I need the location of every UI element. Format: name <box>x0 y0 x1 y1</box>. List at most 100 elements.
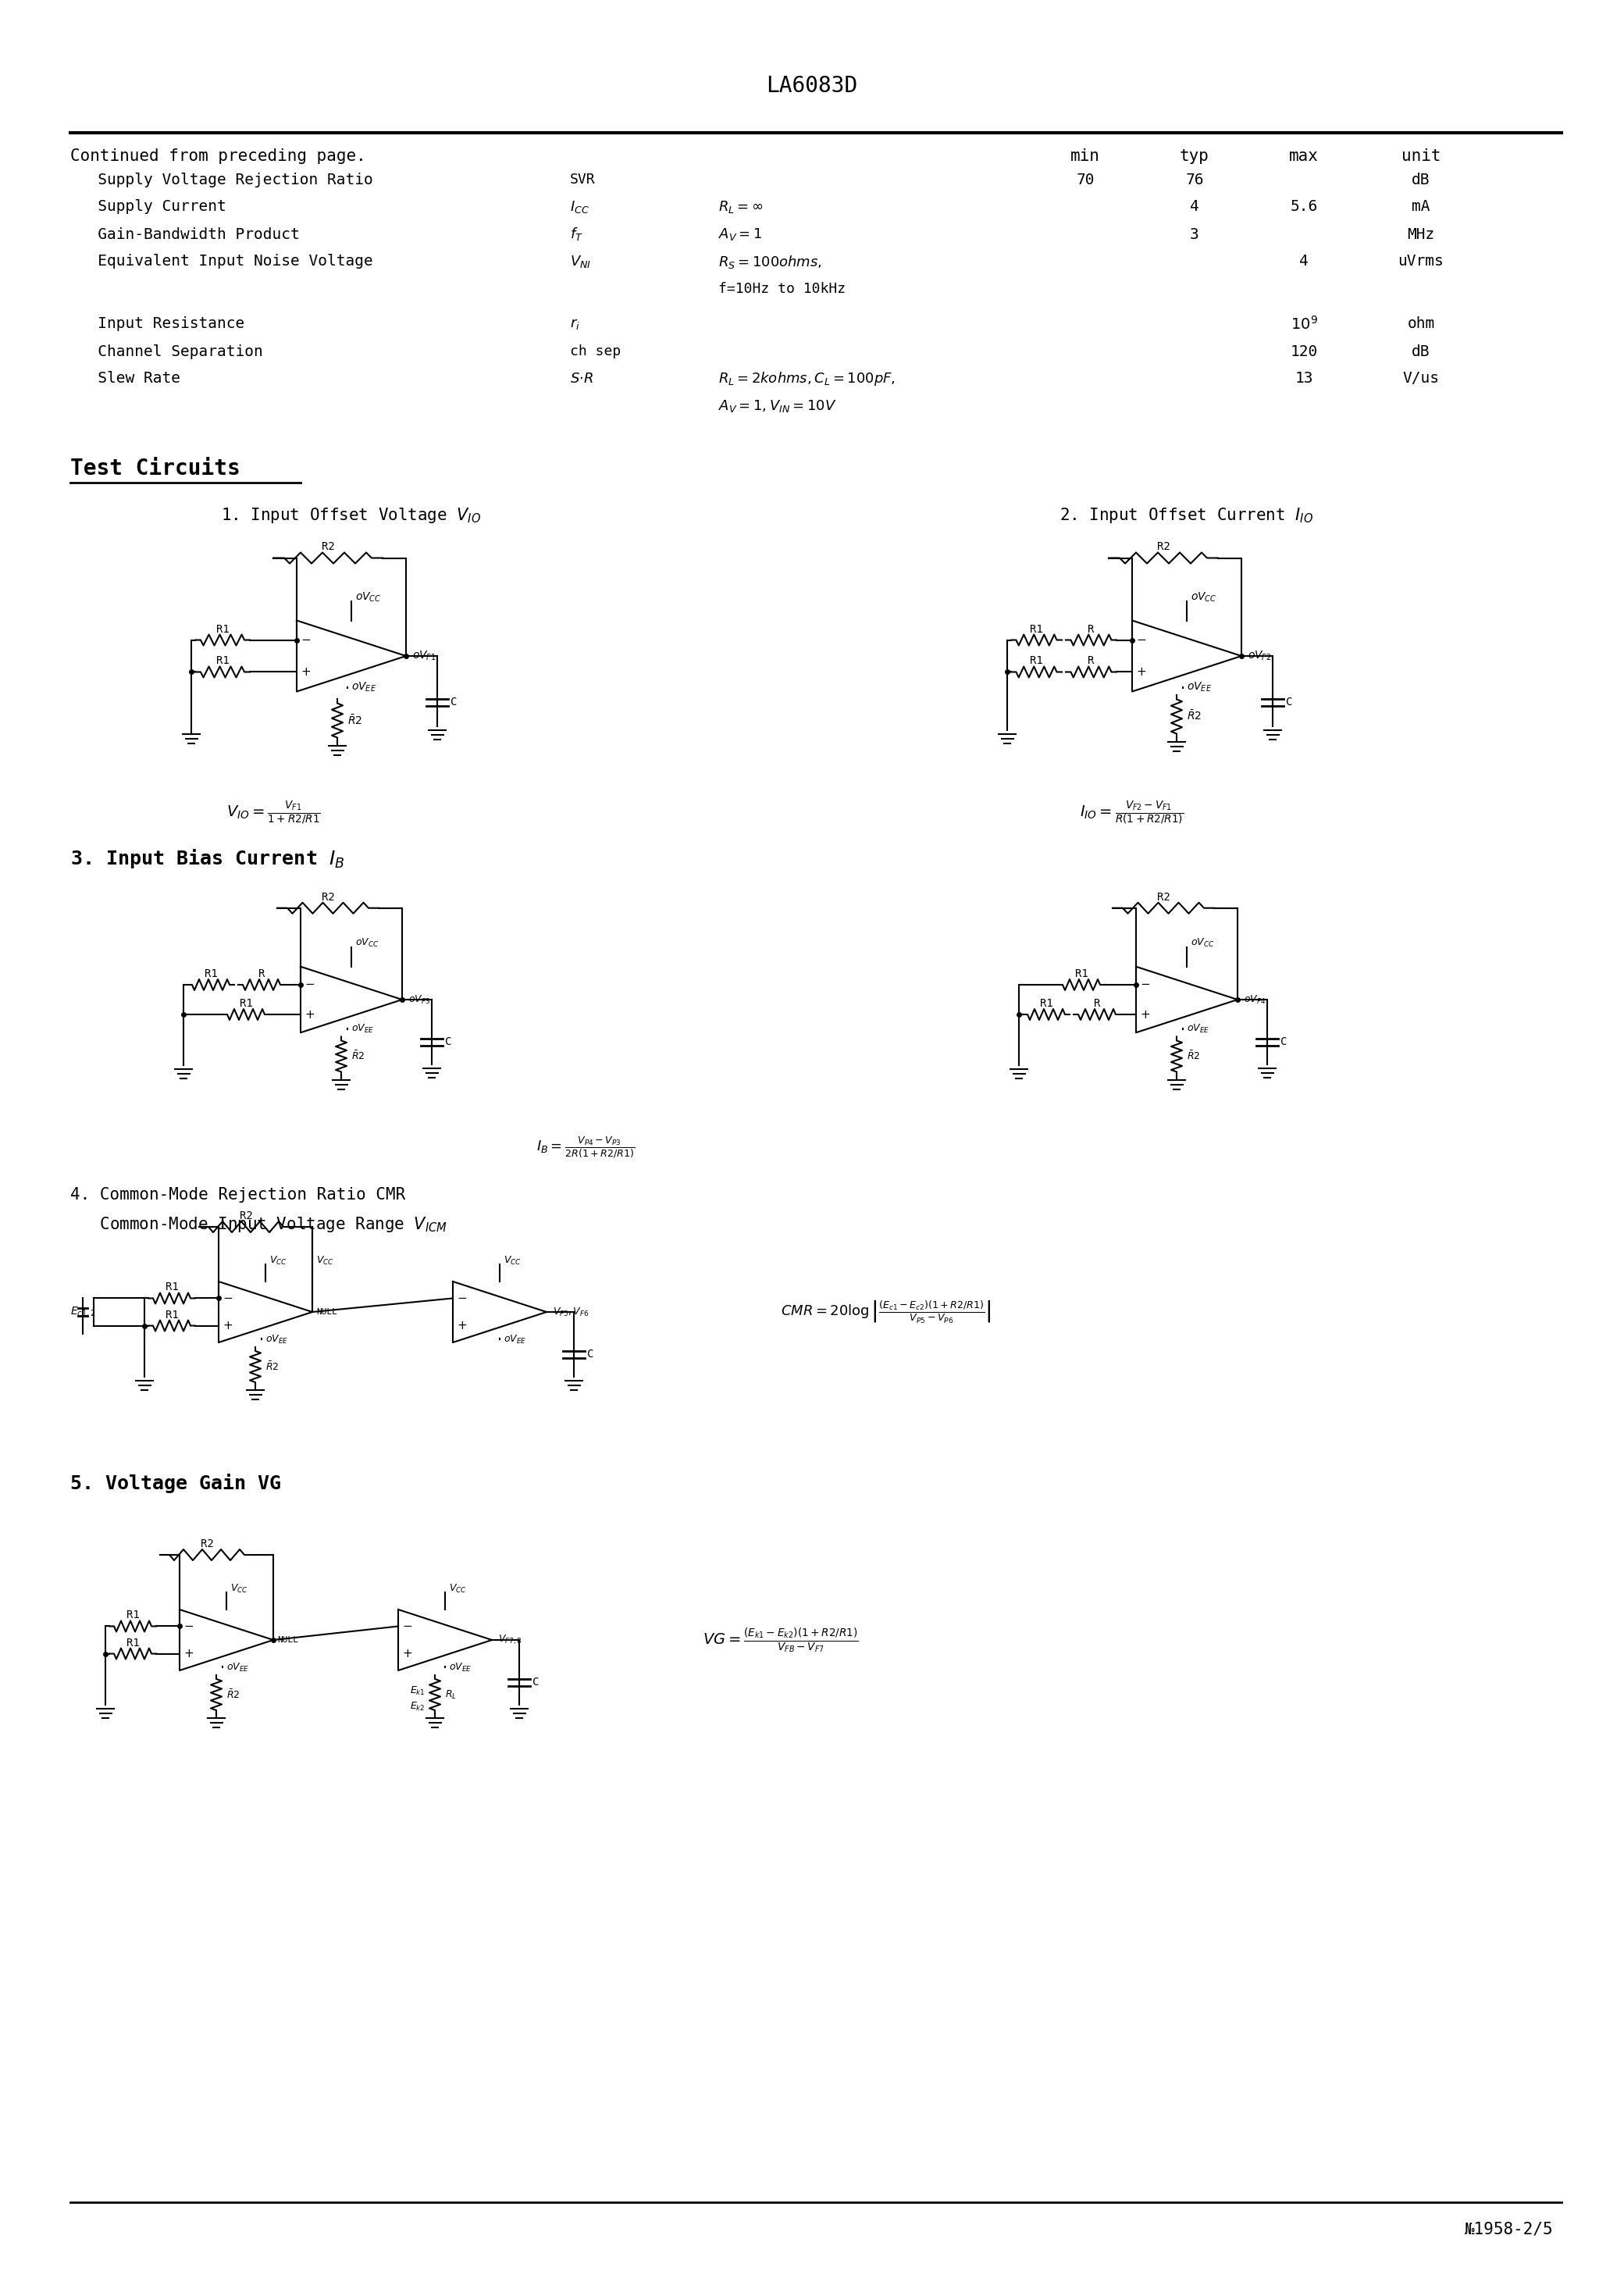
Text: Channel Separation: Channel Separation <box>70 344 263 360</box>
Text: NULL: NULL <box>278 1636 299 1645</box>
Text: $\bar{R}2$: $\bar{R}2$ <box>1187 1050 1200 1062</box>
Text: ch sep: ch sep <box>570 344 620 358</box>
Text: №1958-2/5: №1958-2/5 <box>1465 2221 1554 2237</box>
Text: $V_{NI}$: $V_{NI}$ <box>570 253 591 269</box>
Text: $oV_{EE}$: $oV_{EE}$ <box>351 681 377 693</box>
Text: $\bar{R}2$: $\bar{R}2$ <box>226 1688 240 1702</box>
Text: C: C <box>1280 1036 1286 1048</box>
Text: $E_{c1,2}$: $E_{c1,2}$ <box>70 1305 96 1319</box>
Text: 76: 76 <box>1186 173 1203 187</box>
Text: Input Resistance: Input Resistance <box>70 317 245 333</box>
Text: $oV_{F1}$: $oV_{F1}$ <box>412 649 437 663</box>
Text: R2: R2 <box>1156 542 1169 554</box>
Text: 13: 13 <box>1294 371 1314 387</box>
Text: R1: R1 <box>166 1283 179 1294</box>
Text: −: − <box>305 980 315 991</box>
Text: $10^9$: $10^9$ <box>1291 317 1317 333</box>
Text: 5.6: 5.6 <box>1289 200 1317 214</box>
Text: $S·R$: $S·R$ <box>570 371 593 385</box>
Text: $oV_{EE}$: $oV_{EE}$ <box>265 1333 289 1346</box>
Text: $V_{CC}$: $V_{CC}$ <box>317 1255 335 1267</box>
Text: Supply Voltage Rejection Ratio: Supply Voltage Rejection Ratio <box>70 173 374 187</box>
Text: $oV_{F2}$: $oV_{F2}$ <box>1247 649 1272 663</box>
Text: R1: R1 <box>166 1310 179 1321</box>
Text: $A_V=1$: $A_V=1$ <box>718 226 762 241</box>
Text: R2: R2 <box>322 891 335 902</box>
Text: $oV_{CC}$: $oV_{CC}$ <box>356 936 378 950</box>
Text: 2. Input Offset Current $I_{IO}$: 2. Input Offset Current $I_{IO}$ <box>1060 506 1314 524</box>
Text: $V_{F5},V_{F6}$: $V_{F5},V_{F6}$ <box>552 1305 590 1319</box>
Text: R1: R1 <box>1030 656 1043 667</box>
Text: $oV_{EE}$: $oV_{EE}$ <box>226 1661 248 1674</box>
Text: C: C <box>588 1349 594 1360</box>
Text: $V_{F7,8}$: $V_{F7,8}$ <box>499 1633 521 1647</box>
Text: C: C <box>450 697 456 708</box>
Text: Gain-Bandwidth Product: Gain-Bandwidth Product <box>70 228 299 241</box>
Text: $R_L$: $R_L$ <box>445 1688 456 1702</box>
Text: $E_{k1}$: $E_{k1}$ <box>411 1686 425 1697</box>
Text: uVrms: uVrms <box>1398 255 1444 269</box>
Text: 3. Input Bias Current $I_B$: 3. Input Bias Current $I_B$ <box>70 847 344 870</box>
Text: +: + <box>300 665 312 679</box>
Text: $oV_{EE}$: $oV_{EE}$ <box>503 1333 526 1346</box>
Text: R2: R2 <box>322 542 335 554</box>
Text: +: + <box>1137 665 1147 679</box>
Text: $I_{CC}$: $I_{CC}$ <box>570 198 590 214</box>
Text: R1: R1 <box>239 998 252 1009</box>
Text: 5. Voltage Gain VG: 5. Voltage Gain VG <box>70 1474 281 1494</box>
Text: −: − <box>184 1620 193 1631</box>
Text: R1: R1 <box>1075 968 1088 980</box>
Text: −: − <box>222 1292 232 1303</box>
Text: typ: typ <box>1179 148 1210 164</box>
Text: R1: R1 <box>1030 624 1043 636</box>
Text: MHz: MHz <box>1408 228 1434 241</box>
Text: $r_i$: $r_i$ <box>570 317 580 330</box>
Text: −: − <box>1137 633 1147 647</box>
Text: R1: R1 <box>127 1638 140 1649</box>
Text: $R_S=100ohms,$: $R_S=100ohms,$ <box>718 253 822 269</box>
Text: $V_{CC}$: $V_{CC}$ <box>270 1255 287 1267</box>
Text: $\bar{R}2$: $\bar{R}2$ <box>351 1050 365 1062</box>
Text: $f_T$: $f_T$ <box>570 226 583 241</box>
Text: R1: R1 <box>205 968 218 980</box>
Text: $oV_{EE}$: $oV_{EE}$ <box>351 1023 374 1034</box>
Text: $E_{k2}$: $E_{k2}$ <box>411 1699 425 1713</box>
Text: $oV_{F4}$: $oV_{F4}$ <box>1244 993 1265 1005</box>
Text: −: − <box>1140 980 1150 991</box>
Text: $V_{CC}$: $V_{CC}$ <box>231 1583 248 1595</box>
Text: $VG=\frac{(E_{k1}-E_{k2})(1+R2/R1)}{V_{FB}-V_{F7}}$: $VG=\frac{(E_{k1}-E_{k2})(1+R2/R1)}{V_{F… <box>703 1626 859 1654</box>
Text: $oV_{F3}$: $oV_{F3}$ <box>408 993 430 1005</box>
Text: R: R <box>1088 624 1095 636</box>
Text: 4: 4 <box>1299 255 1309 269</box>
Text: Supply Current: Supply Current <box>70 200 226 214</box>
Text: C: C <box>533 1677 539 1688</box>
Text: +: + <box>458 1319 468 1333</box>
Text: C: C <box>1286 697 1293 708</box>
Text: f=10Hz to 10kHz: f=10Hz to 10kHz <box>718 282 846 296</box>
Text: Common-Mode Input Voltage Range $V_{ICM}$: Common-Mode Input Voltage Range $V_{ICM}… <box>70 1214 447 1235</box>
Text: max: max <box>1289 148 1319 164</box>
Text: $CMR=20\log\left|\frac{(E_{c1}-E_{c2})(1+R2/R1)}{V_{P5}-V_{P6}}\right|$: $CMR=20\log\left|\frac{(E_{c1}-E_{c2})(1… <box>781 1298 991 1326</box>
Text: mA: mA <box>1411 200 1431 214</box>
Text: $oV_{EE}$: $oV_{EE}$ <box>448 1661 473 1674</box>
Text: −: − <box>300 633 312 647</box>
Text: +: + <box>1140 1009 1150 1021</box>
Text: 120: 120 <box>1289 344 1317 360</box>
Text: $oV_{EE}$: $oV_{EE}$ <box>1187 1023 1210 1034</box>
Text: ohm: ohm <box>1408 317 1434 333</box>
Text: +: + <box>305 1009 315 1021</box>
Text: R2: R2 <box>239 1210 252 1221</box>
Text: SVR: SVR <box>570 173 596 187</box>
Text: R1: R1 <box>216 624 229 636</box>
Text: 4: 4 <box>1190 200 1199 214</box>
Text: V/us: V/us <box>1403 371 1439 387</box>
Text: Slew Rate: Slew Rate <box>70 371 180 387</box>
Text: $I_B=\frac{V_{P4}-V_{P3}}{2R(1+R2/R1)}$: $I_B=\frac{V_{P4}-V_{P3}}{2R(1+R2/R1)}$ <box>536 1134 635 1160</box>
Text: $oV_{CC}$: $oV_{CC}$ <box>356 590 382 604</box>
Text: 3: 3 <box>1190 228 1199 241</box>
Text: C: C <box>445 1036 451 1048</box>
Text: $V_{IO}=\frac{V_{F1}}{1+R2/R1}$: $V_{IO}=\frac{V_{F1}}{1+R2/R1}$ <box>226 800 320 825</box>
Text: $\bar{R}2$: $\bar{R}2$ <box>348 715 362 727</box>
Text: 4. Common-Mode Rejection Ratio CMR: 4. Common-Mode Rejection Ratio CMR <box>70 1187 406 1203</box>
Text: R1: R1 <box>127 1611 140 1622</box>
